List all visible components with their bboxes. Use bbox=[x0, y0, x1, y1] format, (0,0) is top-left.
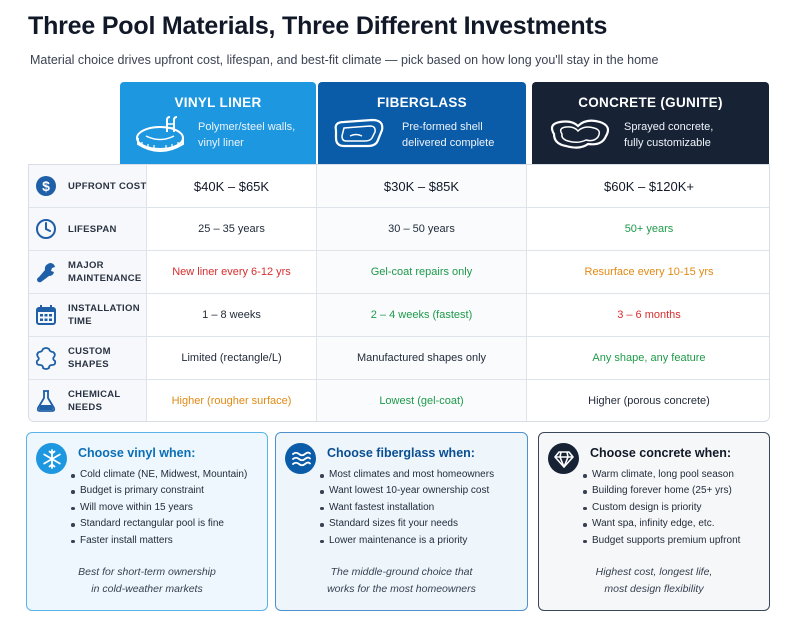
card-note: Highest cost, longest life, most design f… bbox=[595, 566, 713, 595]
table-row: $ UPFRONT COST $40K – $65K $30K – $85K $… bbox=[29, 165, 769, 208]
row-label-cell: MAJOR MAINTENANCE bbox=[29, 251, 147, 293]
row-label-cell: CHEMICAL NEEDS bbox=[29, 380, 147, 421]
table-row: CHEMICAL NEEDS Higher (rougher surface) L… bbox=[29, 380, 769, 421]
list-item: Custom design is priority bbox=[583, 500, 740, 516]
card-choose-vinyl: Choose vinyl when: Cold climate (NE, Mid… bbox=[26, 432, 268, 611]
list-item: Want lowest 10-year ownership cost bbox=[320, 483, 494, 499]
freeform-pool-icon bbox=[550, 119, 610, 149]
wrench-icon bbox=[37, 263, 55, 283]
column-header-concrete: CONCRETE (GUNITE) Sprayed concrete, full… bbox=[532, 82, 769, 164]
fiberglass-value: 2 – 4 weeks (fastest) bbox=[317, 294, 527, 336]
list-item: Warm climate, long pool season bbox=[583, 467, 740, 483]
row-label-cell: $ UPFRONT COST bbox=[29, 165, 147, 207]
column-desc-line2: fully customizable bbox=[624, 137, 711, 149]
list-item: Most climates and most homeowners bbox=[320, 467, 494, 483]
column-header-fiberglass: FIBERGLASS Pre-formed shell delivered co… bbox=[318, 82, 526, 164]
card-note: Best for short-term ownership in cold-wea… bbox=[78, 566, 216, 595]
table-row: MAJOR MAINTENANCE New liner every 6-12 yr… bbox=[29, 251, 769, 294]
list-item: Faster install matters bbox=[71, 533, 247, 549]
card-list: Most climates and most homeowners Want l… bbox=[320, 467, 494, 549]
concrete-value: Any shape, any feature bbox=[592, 352, 706, 364]
card-choose-concrete: Choose concrete when: Warm climate, long… bbox=[538, 432, 770, 611]
list-item: Lower maintenance is a priority bbox=[320, 533, 494, 549]
column-desc-line1: Polymer/steel walls, bbox=[198, 121, 296, 133]
clock-icon bbox=[36, 219, 56, 239]
vinyl-value: New liner every 6-12 yrs bbox=[147, 251, 317, 293]
fiberglass-value: $30K – $85K bbox=[317, 165, 527, 207]
svg-text:$: $ bbox=[42, 178, 50, 194]
page-title: Three Pool Materials, Three Different In… bbox=[28, 12, 608, 40]
list-item: Want fastest installation bbox=[320, 500, 494, 516]
row-label: CHEMICAL NEEDS bbox=[68, 389, 121, 413]
fiberglass-value: Manufactured shapes only bbox=[317, 337, 527, 379]
column-name: FIBERGLASS bbox=[376, 95, 467, 110]
concrete-value: Higher (porous concrete) bbox=[588, 395, 710, 407]
list-item: Building forever home (25+ yrs) bbox=[583, 483, 740, 499]
column-desc-line2: delivered complete bbox=[402, 137, 495, 149]
card-title: Choose vinyl when: bbox=[78, 446, 196, 460]
column-header-vinyl: VINYL LINER Polymer/steel walls, vinyl l… bbox=[120, 82, 316, 164]
table-body: $ UPFRONT COST $40K – $65K $30K – $85K $… bbox=[28, 164, 770, 422]
concrete-value: 50+ years bbox=[624, 223, 674, 235]
vinyl-value: Limited (rectangle/L) bbox=[147, 337, 317, 379]
fiberglass-value: Gel-coat repairs only bbox=[317, 251, 527, 293]
card-list: Cold climate (NE, Midwest, Mountain) Bud… bbox=[71, 467, 247, 549]
fiberglass-value: 30 – 50 years bbox=[317, 208, 527, 250]
diamond-icon bbox=[548, 443, 579, 474]
column-desc-line1: Sprayed concrete, bbox=[624, 121, 714, 133]
list-item: Will move within 15 years bbox=[71, 500, 247, 516]
pool-shell-icon bbox=[334, 118, 384, 148]
flask-icon bbox=[36, 390, 56, 412]
row-label: INSTALLATION TIME bbox=[68, 303, 140, 327]
row-label: CUSTOM SHAPES bbox=[68, 346, 111, 370]
vinyl-value: Higher (rougher surface) bbox=[147, 380, 317, 421]
row-label: LIFESPAN bbox=[68, 223, 117, 235]
concrete-value: 3 – 6 months bbox=[617, 309, 681, 321]
vinyl-value: 25 – 35 years bbox=[147, 208, 317, 250]
row-label-cell: CUSTOM SHAPES bbox=[29, 337, 147, 379]
waves-icon bbox=[285, 443, 316, 474]
card-list: Warm climate, long pool season Building … bbox=[583, 467, 740, 549]
table-row: INSTALLATION TIME 1 – 8 weeks 2 – 4 weeks… bbox=[29, 294, 769, 337]
page-subtitle: Material choice drives upfront cost, lif… bbox=[30, 53, 659, 67]
list-item: Budget is primary constraint bbox=[71, 483, 247, 499]
row-label: MAJOR MAINTENANCE bbox=[68, 260, 142, 284]
concrete-value: $60K – $120K+ bbox=[604, 178, 694, 194]
table-header: VINYL LINER Polymer/steel walls, vinyl l… bbox=[28, 82, 770, 164]
list-item: Want spa, infinity edge, etc. bbox=[583, 516, 740, 532]
list-item: Budget supports premium upfront bbox=[583, 533, 740, 549]
dollar-icon: $ bbox=[36, 176, 56, 196]
row-label-cell: INSTALLATION TIME bbox=[29, 294, 147, 336]
row-label-cell: LIFESPAN bbox=[29, 208, 147, 250]
snowflake-icon bbox=[36, 443, 67, 474]
list-item: Standard rectangular pool is fine bbox=[71, 516, 247, 532]
list-item: Cold climate (NE, Midwest, Mountain) bbox=[71, 467, 247, 483]
concrete-value: Resurface every 10-15 yrs bbox=[584, 266, 714, 278]
vinyl-value: $40K – $65K bbox=[147, 165, 317, 207]
column-name: VINYL LINER bbox=[174, 95, 262, 110]
card-choose-fiberglass: Choose fiberglass when: Most climates an… bbox=[275, 432, 528, 611]
card-title: Choose concrete when: bbox=[590, 446, 731, 460]
table-row: CUSTOM SHAPES Limited (rectangle/L) Manuf… bbox=[29, 337, 769, 380]
vinyl-value: 1 – 8 weeks bbox=[147, 294, 317, 336]
row-label: UPFRONT COST bbox=[68, 180, 147, 192]
table-row: LIFESPAN 25 – 35 years 30 – 50 years 50+… bbox=[29, 208, 769, 251]
column-desc-line2: vinyl liner bbox=[198, 137, 244, 149]
fiberglass-value: Lowest (gel-coat) bbox=[317, 380, 527, 421]
puzzle-shape-icon bbox=[35, 347, 57, 370]
calendar-icon bbox=[36, 305, 56, 325]
column-desc-line1: Pre-formed shell bbox=[402, 121, 483, 133]
card-title: Choose fiberglass when: bbox=[327, 446, 475, 460]
column-name: CONCRETE (GUNITE) bbox=[578, 95, 723, 110]
list-item: Standard sizes fit your needs bbox=[320, 516, 494, 532]
card-note: The middle-ground choice that works for t… bbox=[327, 566, 476, 595]
pool-ladder-icon bbox=[136, 116, 184, 152]
